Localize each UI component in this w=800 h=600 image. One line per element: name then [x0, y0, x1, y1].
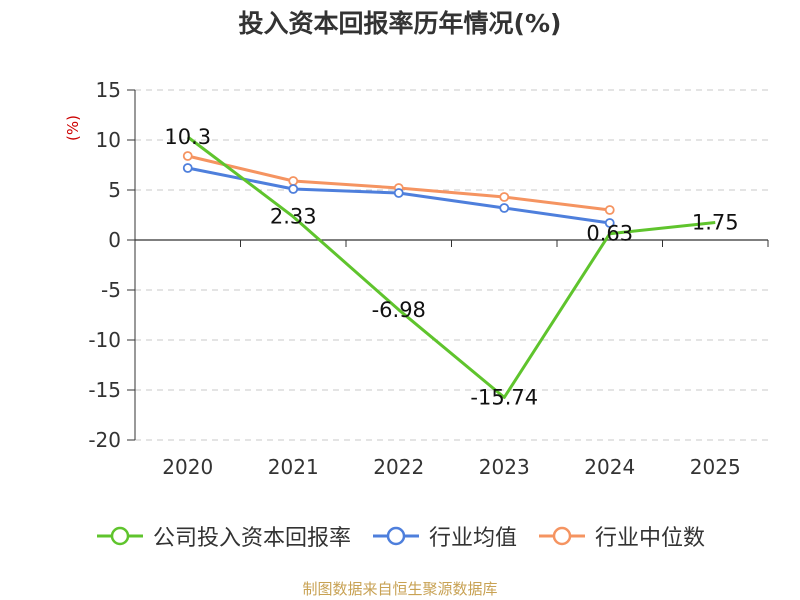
x-tick-label: 2023 [479, 455, 530, 479]
series-line-company [186, 135, 716, 399]
y-unit-label: (%) [64, 115, 82, 141]
legend-label-industry-avg: 行业均值 [428, 526, 517, 551]
point-industry_avg [604, 218, 615, 228]
y-tick-label: 5 [108, 178, 121, 202]
legend-item-industry-avg[interactable]: 行业均值 [371, 520, 517, 552]
y-tick-label: 10 [96, 128, 121, 152]
axis-layer: 15 10 5 0 -5 -10 -15 -20 2020 2021 2022 2023 2024 202… [88, 78, 769, 479]
legend-circle [110, 526, 130, 546]
y-tick-label: 15 [96, 78, 121, 102]
data-label-company: 1.75 [692, 211, 739, 235]
legend-item-company[interactable]: 公司投入资本回报率 [95, 520, 351, 552]
x-tick-label: 2020 [162, 455, 213, 479]
point-industry_avg [182, 163, 193, 173]
point-industry_avg [499, 203, 510, 213]
point-industry_avg [393, 188, 404, 198]
legend-marker-company [96, 526, 143, 546]
y-tick-label: -5 [101, 278, 121, 302]
chart-title: 投入资本回报率历年情况(%) [238, 9, 562, 38]
y-tick-label: -15 [88, 378, 121, 402]
data-label-company: -6.98 [372, 298, 426, 322]
legend-item-industry-median[interactable]: 行业中位数 [537, 520, 705, 552]
y-tick-label: -10 [88, 328, 121, 352]
legend-circle [552, 526, 572, 546]
series-layer [182, 135, 716, 399]
grid-layer [135, 89, 768, 441]
point-industry_avg [288, 184, 299, 194]
legend: 公司投入资本回报率 行业均值 行业中位数 [0, 520, 800, 552]
point-industry_median [604, 205, 615, 215]
label-layer: 10.3 2.33 -6.98 -15.74 0.63 1.75 [164, 125, 738, 409]
x-tick-label: 2021 [268, 455, 319, 479]
point-industry_median [288, 176, 299, 186]
x-tick-label: 2024 [584, 455, 635, 479]
data-label-company: 10.3 [164, 125, 211, 149]
legend-marker-industry-avg [372, 526, 419, 546]
legend-marker-industry-median [539, 526, 585, 546]
legend-label-company: 公司投入资本回报率 [152, 526, 351, 551]
legend-circle [386, 526, 406, 546]
data-label-company: -15.74 [470, 385, 538, 409]
source-note: 制图数据来自恒生聚源数据库 [302, 580, 498, 598]
legend-label-industry-median: 行业中位数 [595, 526, 706, 551]
data-label-company: 0.63 [586, 222, 633, 246]
y-tick-label: -20 [88, 428, 121, 452]
point-industry_median [182, 151, 193, 161]
data-label-company: 2.33 [270, 205, 317, 229]
point-industry_median [499, 192, 510, 202]
y-tick-label: 0 [108, 228, 121, 252]
x-tick-label: 2025 [690, 455, 741, 479]
x-tick-label: 2022 [373, 455, 424, 479]
